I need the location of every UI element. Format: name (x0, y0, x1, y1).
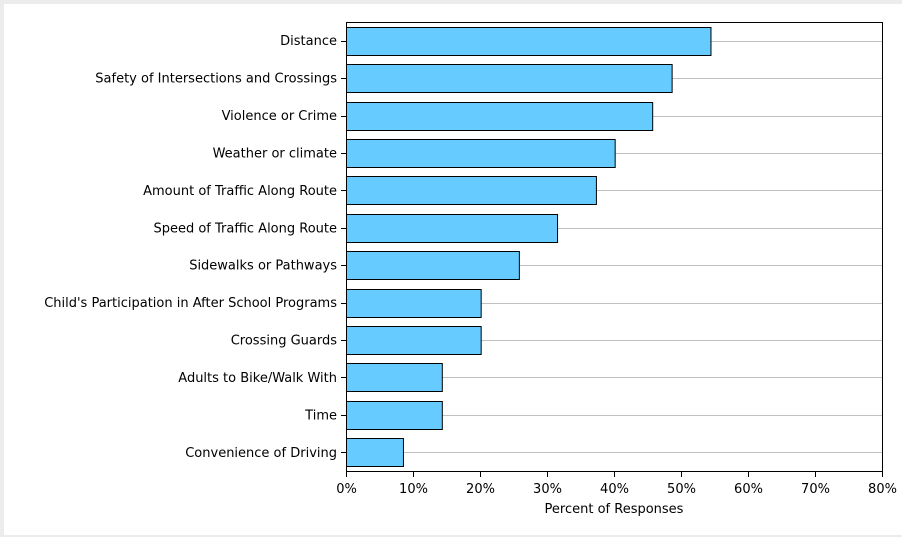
x-tick-label: 60% (734, 482, 763, 497)
x-tick-label: 50% (667, 482, 696, 497)
category-label: Crossing Guards (231, 334, 338, 349)
category-label: Amount of Traffic Along Route (143, 184, 337, 199)
bar (346, 139, 616, 168)
category-label: Child's Participation in After School Pr… (44, 296, 337, 311)
bar (346, 176, 597, 205)
x-tick-label: 30% (533, 482, 562, 497)
category-label: Time (304, 408, 337, 423)
bar (346, 27, 712, 56)
x-tick-label: 20% (466, 482, 495, 497)
bars (346, 27, 712, 467)
category-label: Safety of Intersections and Crossings (95, 72, 337, 87)
x-tick-label: 10% (399, 482, 428, 497)
bar (346, 363, 443, 392)
x-tick-label: 70% (801, 482, 830, 497)
x-tick-label: 0% (336, 482, 357, 497)
category-label: Distance (280, 34, 337, 49)
x-axis-title: Percent of Responses (545, 502, 684, 517)
bar (346, 64, 673, 93)
category-label: Violence or Crime (222, 109, 337, 124)
x-axis-ticks: 0% 10% 20% 30% 40% 50% 60% 70% 80% (336, 471, 897, 497)
category-label: Adults to Bike/Walk With (178, 371, 337, 386)
category-label: Weather or climate (213, 146, 337, 161)
bar (346, 326, 482, 355)
bar (346, 214, 559, 243)
bar (346, 438, 404, 467)
category-label: Convenience of Driving (185, 446, 337, 461)
category-label: Speed of Traffic Along Route (153, 221, 337, 236)
x-tick-label: 80% (868, 482, 897, 497)
x-tick-label: 40% (600, 482, 629, 497)
bar (346, 251, 520, 280)
bar (346, 102, 654, 131)
bar (346, 401, 443, 430)
category-label: Sidewalks or Pathways (189, 259, 337, 274)
category-labels: Distance Safety of Intersections and Cros… (44, 34, 346, 461)
chart-frame: Distance Safety of Intersections and Cros… (4, 4, 902, 535)
bar (346, 289, 482, 318)
bar-chart: Distance Safety of Intersections and Cros… (44, 22, 897, 517)
